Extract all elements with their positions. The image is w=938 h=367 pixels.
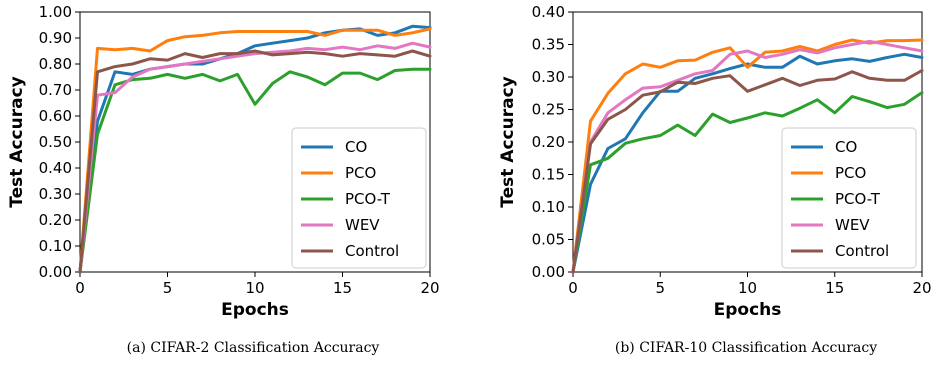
- y-axis-label: Test Accuracy: [7, 76, 27, 207]
- y-axis-label: Test Accuracy: [498, 76, 518, 207]
- x-tick-label: 0: [75, 279, 85, 297]
- legend-label-co: CO: [345, 138, 367, 156]
- y-tick-label: 0.60: [39, 107, 72, 125]
- legend-label-control: Control: [835, 242, 889, 260]
- x-tick-label: 10: [245, 279, 264, 297]
- legend-label-control: Control: [345, 242, 399, 260]
- figure-caption: (b) CIFAR-10 Classification Accuracy: [615, 340, 877, 356]
- chart-panel-2: 0.00 0.05 0.10 0.15 0.20 0.25 0.30 0.35 0.40 0 5 10…: [498, 3, 932, 356]
- series-line-wev: [571, 39, 924, 274]
- x-tick-label: 0: [568, 279, 578, 297]
- series-line-co: [78, 24, 432, 274]
- series-line-co: [571, 52, 924, 274]
- series-line-control: [571, 69, 924, 274]
- legend-label-pco-t: PCO-T: [345, 190, 391, 208]
- y-tick-label: 0.10: [39, 237, 72, 255]
- y-tick-label: 0.90: [39, 29, 72, 47]
- x-tick-label: 15: [333, 279, 352, 297]
- series-line-control: [78, 49, 432, 274]
- x-tick-label: 10: [738, 279, 757, 297]
- legend-label-pco-t: PCO-T: [835, 190, 881, 208]
- y-tick-label: 0.40: [39, 159, 72, 177]
- legend: CO PCO PCO-T WEV Control: [781, 127, 917, 269]
- y-tick-label: 0.30: [532, 68, 565, 86]
- x-axis-label: Epochs: [221, 300, 289, 320]
- y-tick-label: 0.25: [532, 101, 565, 119]
- legend: CO PCO PCO-T WEV Control: [291, 127, 427, 269]
- legend-box: [291, 127, 427, 269]
- y-tick-label: 0.80: [39, 55, 72, 73]
- series-line-wev: [78, 41, 432, 274]
- legend-label-pco: PCO: [835, 164, 866, 182]
- legend-label-wev: WEV: [835, 216, 870, 234]
- legend-label-wev: WEV: [345, 216, 380, 234]
- legend-box: [781, 127, 917, 269]
- chart-panel-1: 0.00 0.10 0.20 0.30 0.40 0.50 0.60 0.70 0.80 0.90…: [7, 3, 440, 356]
- legend-label-pco: PCO: [345, 164, 376, 182]
- y-tick-label: 0.70: [39, 81, 72, 99]
- series-line-pco: [78, 27, 432, 274]
- y-tick-label: 0.00: [532, 263, 565, 281]
- series-line-pco-t: [78, 67, 432, 274]
- x-tick-label: 20: [912, 279, 931, 297]
- y-tick-label: 0.00: [39, 263, 72, 281]
- y-tick-label: 0.30: [39, 185, 72, 203]
- series-line-pco-t: [571, 91, 924, 274]
- x-tick-label: 5: [655, 279, 665, 297]
- figure-caption: (a) CIFAR-2 Classification Accuracy: [127, 340, 380, 356]
- y-tick-label: 1.00: [39, 3, 72, 21]
- y-tick-label: 0.20: [39, 211, 72, 229]
- legend-label-co: CO: [835, 138, 857, 156]
- y-tick-label: 0.15: [532, 166, 565, 184]
- y-tick-label: 0.20: [532, 133, 565, 151]
- y-tick-label: 0.10: [532, 198, 565, 216]
- x-tick-label: 5: [163, 279, 173, 297]
- y-tick-label: 0.35: [532, 36, 565, 54]
- x-tick-label: 15: [825, 279, 844, 297]
- x-axis-label: Epochs: [714, 300, 782, 320]
- y-tick-label: 0.40: [532, 3, 565, 21]
- x-tick-label: 20: [420, 279, 439, 297]
- y-tick-label: 0.05: [532, 231, 565, 249]
- y-tick-label: 0.50: [39, 133, 72, 151]
